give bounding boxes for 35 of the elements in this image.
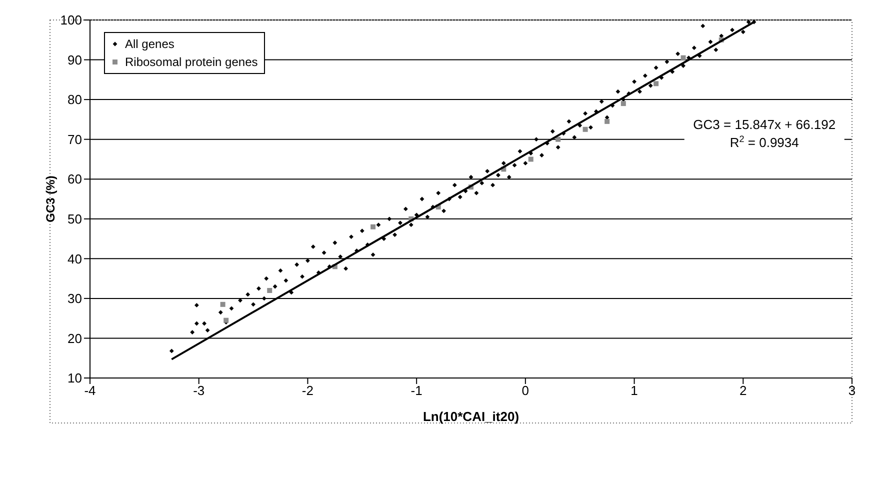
point [220,302,226,307]
y-tick-label: 30 [68,291,82,306]
x-tick-label: 0 [522,383,530,398]
point [604,118,610,124]
y-tick-label: 10 [68,370,82,386]
point [267,288,272,293]
annotation: GC3 = 15.847x + 66.192 [693,116,836,132]
y-tick-label: 40 [68,251,82,266]
legend-label: All genes [125,36,174,53]
x-tick-label: -2 [302,383,314,398]
point [528,156,534,162]
y-tick-label: 50 [68,212,82,227]
x-tick-label: -3 [193,383,205,398]
x-tick-label: -1 [410,383,422,398]
legend-label: Ribosomal protein genes [125,54,258,71]
x-tick-label: -4 [84,383,96,398]
point [654,81,659,86]
y-axis-title: GC3 (%) [43,176,58,222]
point [680,55,686,60]
point [556,136,561,142]
x-tick-label: 1 [630,383,638,398]
y-tick-label: 100 [60,12,82,28]
y-tick-label: 60 [68,172,82,187]
x-axis-title: Ln(10*CAI_it20) [422,409,520,424]
point [620,101,626,106]
y-tick-label: 80 [68,92,82,108]
point [370,224,376,230]
y-tick-label: 20 [68,330,82,346]
x-tick-label: 3 [848,383,856,398]
y-tick-label: 70 [68,132,82,147]
x-tick-label: 2 [740,383,747,398]
point [582,126,588,132]
y-tick-label: 90 [68,52,82,68]
annotation: R$^{2}$ = 0.9934 [730,134,799,150]
point [224,318,229,323]
